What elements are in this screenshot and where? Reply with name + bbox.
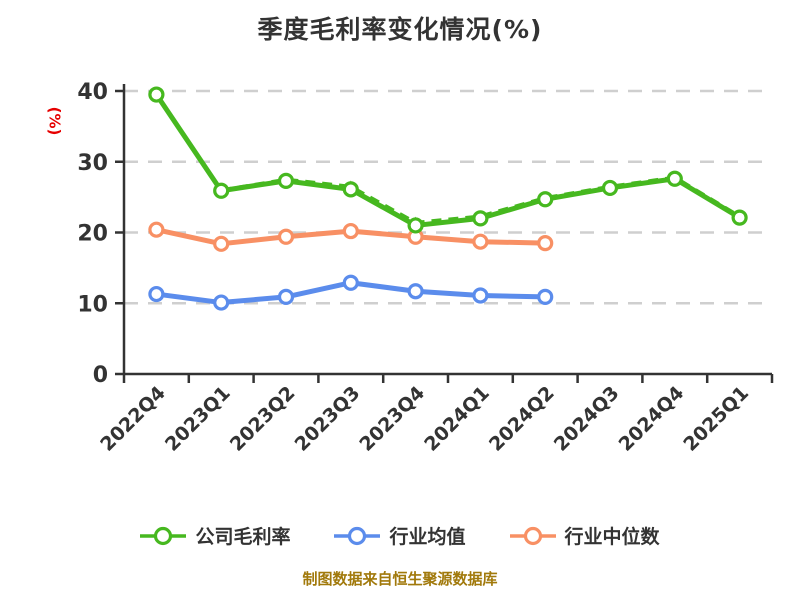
data-point-公司毛利率-2024Q2 — [537, 191, 554, 208]
data-point-公司毛利率-2023Q1 — [213, 182, 230, 199]
data-point-行业均值-2023Q2 — [277, 288, 295, 305]
data-point-行业中位数-2023Q3 — [342, 222, 359, 240]
data-point-公司毛利率-2024Q3 — [601, 179, 619, 197]
x-tick-label-2022Q4: 2022Q4 — [96, 382, 170, 456]
data-point-行业中位数-2022Q4 — [148, 221, 165, 238]
data-point-行业中位数-2024Q1 — [472, 233, 489, 250]
legend: 公司毛利率 行业均值 行业中位数 — [0, 522, 800, 549]
y-tick-label-0: 0 — [93, 363, 108, 388]
y-tick-label-20: 20 — [77, 222, 108, 247]
legend-item-行业均值: 行业均值 — [334, 522, 466, 549]
x-tick-label-2023Q3: 2023Q3 — [291, 382, 365, 456]
data-point-行业中位数-2023Q2 — [277, 228, 295, 245]
data-point-公司毛利率-2025Q1 — [731, 209, 748, 226]
legend-label: 行业中位数 — [564, 526, 660, 548]
data-point-行业均值-2024Q1 — [472, 287, 489, 304]
data-point-公司毛利率-2024Q1 — [472, 210, 489, 227]
legend-marker-icon — [334, 526, 381, 545]
legend-marker-icon — [140, 526, 187, 545]
y-tick-label-30: 30 — [77, 151, 108, 176]
data-point-行业中位数-2024Q2 — [537, 235, 554, 252]
data-point-行业均值-2022Q4 — [148, 285, 165, 303]
y-tick-label-10: 10 — [77, 292, 108, 317]
x-tick-label-2023Q1: 2023Q1 — [161, 382, 235, 456]
x-tick-label-2024Q3: 2024Q3 — [550, 382, 624, 456]
legend-marker-icon — [509, 526, 556, 545]
data-point-公司毛利率-2024Q4 — [666, 170, 683, 187]
legend-item-行业中位数: 行业中位数 — [509, 522, 660, 549]
series-line-公司毛利率 — [153, 92, 743, 228]
x-tick-label-2024Q2: 2024Q2 — [485, 382, 559, 456]
x-tick-label-2024Q4: 2024Q4 — [615, 382, 689, 456]
data-point-公司毛利率-2023Q4 — [407, 217, 424, 234]
footer-source-note: 制图数据来自恒生聚源数据库 — [302, 570, 498, 588]
x-tick-label-2023Q2: 2023Q2 — [226, 382, 300, 456]
legend-item-公司毛利率: 公司毛利率 — [140, 522, 290, 549]
data-point-行业均值-2023Q3 — [342, 274, 359, 291]
gross-margin-line-chart: 0102030402022Q42023Q12023Q22023Q32023Q42… — [77, 80, 774, 456]
data-point-公司毛利率-2022Q4 — [148, 86, 165, 103]
data-point-行业均值-2023Q4 — [407, 283, 424, 300]
data-point-行业均值-2023Q1 — [213, 294, 230, 311]
x-tick-label-2025Q1: 2025Q1 — [679, 382, 753, 456]
y-tick-label-40: 40 — [77, 80, 108, 105]
chart-title: 季度毛利率变化情况(%) — [257, 15, 543, 44]
series-line-公司毛利率-虚线叠加 — [220, 175, 741, 225]
data-point-公司毛利率-2023Q2 — [277, 172, 295, 189]
data-point-行业中位数-2023Q1 — [213, 235, 230, 252]
data-point-行业均值-2024Q2 — [537, 288, 554, 305]
data-point-公司毛利率-2023Q3 — [342, 181, 359, 198]
legend-label: 行业均值 — [389, 526, 466, 548]
x-tick-label-2023Q4: 2023Q4 — [355, 382, 429, 456]
x-tick-label-2024Q1: 2024Q1 — [420, 382, 494, 456]
legend-label: 公司毛利率 — [195, 526, 291, 548]
